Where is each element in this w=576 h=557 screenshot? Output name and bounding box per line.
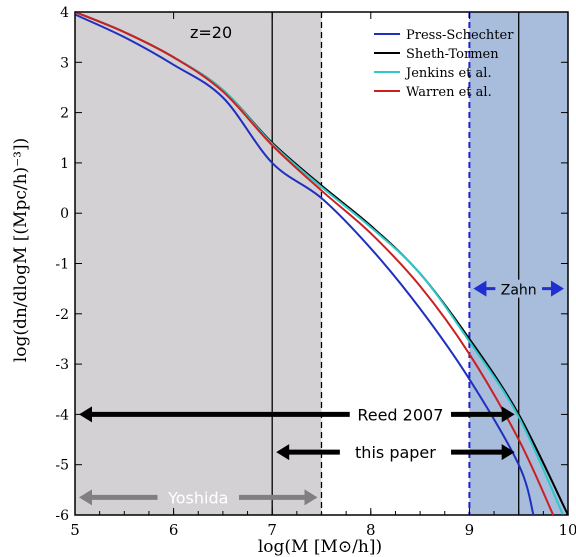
x-axis-label: log(M [M⊙/h]) bbox=[258, 537, 382, 557]
vertical-lines bbox=[271, 12, 520, 515]
range-arrowhead-right-this-paper bbox=[501, 444, 515, 461]
x-tick-label: 7 bbox=[267, 521, 277, 539]
range-label-bg-this-paper bbox=[339, 441, 452, 464]
legend-label-press-schechter: Press-Schechter bbox=[406, 28, 514, 43]
y-tick-label: -4 bbox=[55, 407, 69, 423]
x-tick-label: 10 bbox=[558, 521, 576, 539]
range-label-this-paper: this paper bbox=[355, 443, 436, 462]
y-tick-label: -1 bbox=[55, 257, 69, 273]
legend-label-sheth-tormen: Sheth-Tormen bbox=[406, 47, 499, 62]
range-arrowhead-right-zahn bbox=[551, 280, 564, 297]
y-tick-label: 2 bbox=[60, 106, 69, 122]
series-line-warren-et-al bbox=[74, 11, 555, 516]
range-arrowhead-left-yoshida bbox=[79, 489, 92, 506]
legend-label-jenkins: Jenkins et al. bbox=[404, 66, 492, 81]
range-arrows: Reed 2007 this paper Yoshida Zahn bbox=[79, 279, 564, 509]
y-tick-label: -5 bbox=[55, 458, 69, 474]
range-arrowhead-left-zahn bbox=[473, 280, 487, 297]
legend: Press-Schechter Sheth-Tormen Jenkins et … bbox=[374, 28, 514, 100]
range-arrowhead-left-this-paper bbox=[276, 444, 290, 461]
tick-labels: 5 6 7 8 9 10 -6 -5 -4 -3 -2 -1 0 1 2 3 4 bbox=[55, 5, 576, 539]
y-tick-label: 0 bbox=[60, 206, 69, 222]
redshift-label: z=20 bbox=[190, 23, 232, 42]
range-label-reed-2007: Reed 2007 bbox=[357, 405, 443, 424]
y-tick-label: -2 bbox=[55, 307, 69, 323]
range-label-yoshida: Yoshida bbox=[167, 488, 228, 507]
y-tick-label: -6 bbox=[55, 508, 69, 524]
y-axis-label: log(dn/dlogM [(Mpc/h)⁻³]) bbox=[11, 138, 31, 362]
range-label-bg-yoshida bbox=[157, 486, 239, 509]
x-tick-label: 8 bbox=[366, 521, 376, 539]
yoshida-region bbox=[75, 12, 322, 515]
range-label-bg-zahn bbox=[495, 279, 543, 298]
series-curves bbox=[74, 11, 569, 516]
y-tick-label: 1 bbox=[60, 156, 69, 172]
legend-label-warren: Warren et al. bbox=[406, 85, 492, 100]
range-arrowhead-right-yoshida bbox=[304, 489, 318, 506]
y-tick-label: 4 bbox=[60, 5, 69, 21]
x-tick-label: 6 bbox=[169, 521, 179, 539]
range-label-bg-reed-2007 bbox=[349, 403, 452, 426]
y-tick-label: 3 bbox=[60, 55, 69, 71]
range-label-zahn: Zahn bbox=[501, 283, 537, 299]
range-arrowhead-right-reed-2007 bbox=[501, 406, 515, 423]
x-tick-label: 5 bbox=[70, 521, 80, 539]
range-arrowhead-left-reed-2007 bbox=[79, 406, 92, 423]
series-line-press-schechter bbox=[74, 13, 535, 516]
y-tick-label: -3 bbox=[55, 357, 69, 373]
x-tick-label: 9 bbox=[465, 521, 475, 539]
